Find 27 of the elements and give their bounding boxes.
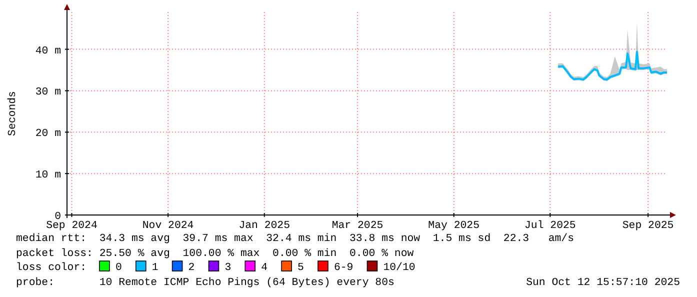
legend-label: 2: [188, 262, 195, 274]
y-tick-label: 0: [54, 211, 61, 223]
y-tick-label: 40 m: [35, 45, 61, 58]
line-series: [557, 50, 668, 81]
x-tick-label: May 2025: [428, 220, 480, 232]
y-tick-label: 20 m: [35, 128, 61, 140]
x-tick-label: Sep 2024: [46, 220, 98, 232]
x-tick-label: Jul 2025: [524, 220, 576, 232]
x-tick-label: Nov 2024: [142, 220, 194, 232]
legend-label: 0: [115, 262, 122, 274]
legend-label: 3: [224, 262, 232, 274]
text: probe: 10 Remote ICMP Echo Pings (64 Bytes) every 80s: [16, 277, 394, 289]
legend-label: 5: [298, 262, 304, 274]
x-tick-label: Mar 2025: [332, 220, 384, 232]
legend-label: 6-9: [334, 262, 354, 274]
legend-label: 4: [261, 262, 268, 274]
legend-label: 1: [152, 262, 158, 274]
text: Sun Oct 12 15:57:10 2025: [526, 277, 680, 289]
legend-title: loss color:: [16, 262, 87, 274]
text: packet loss: 25.50 % avg 100.00 % max 0.00 % min 0.00 % now: [16, 248, 414, 260]
legend-label: 10/10: [383, 262, 416, 274]
y-tick-label: 10 m: [35, 170, 61, 182]
y-tick-label: 30 m: [35, 86, 61, 99]
text: median rtt: 34.3 ms avg 39.7 ms max 32.4 ms min 33.8 ms now 1.5 ms sd 22.3 am/s: [16, 233, 574, 245]
x-tick-label: Sep 2025: [622, 220, 674, 232]
x-tick-label: Jan 2025: [238, 220, 290, 232]
y-axis-title: Seconds: [7, 91, 19, 136]
